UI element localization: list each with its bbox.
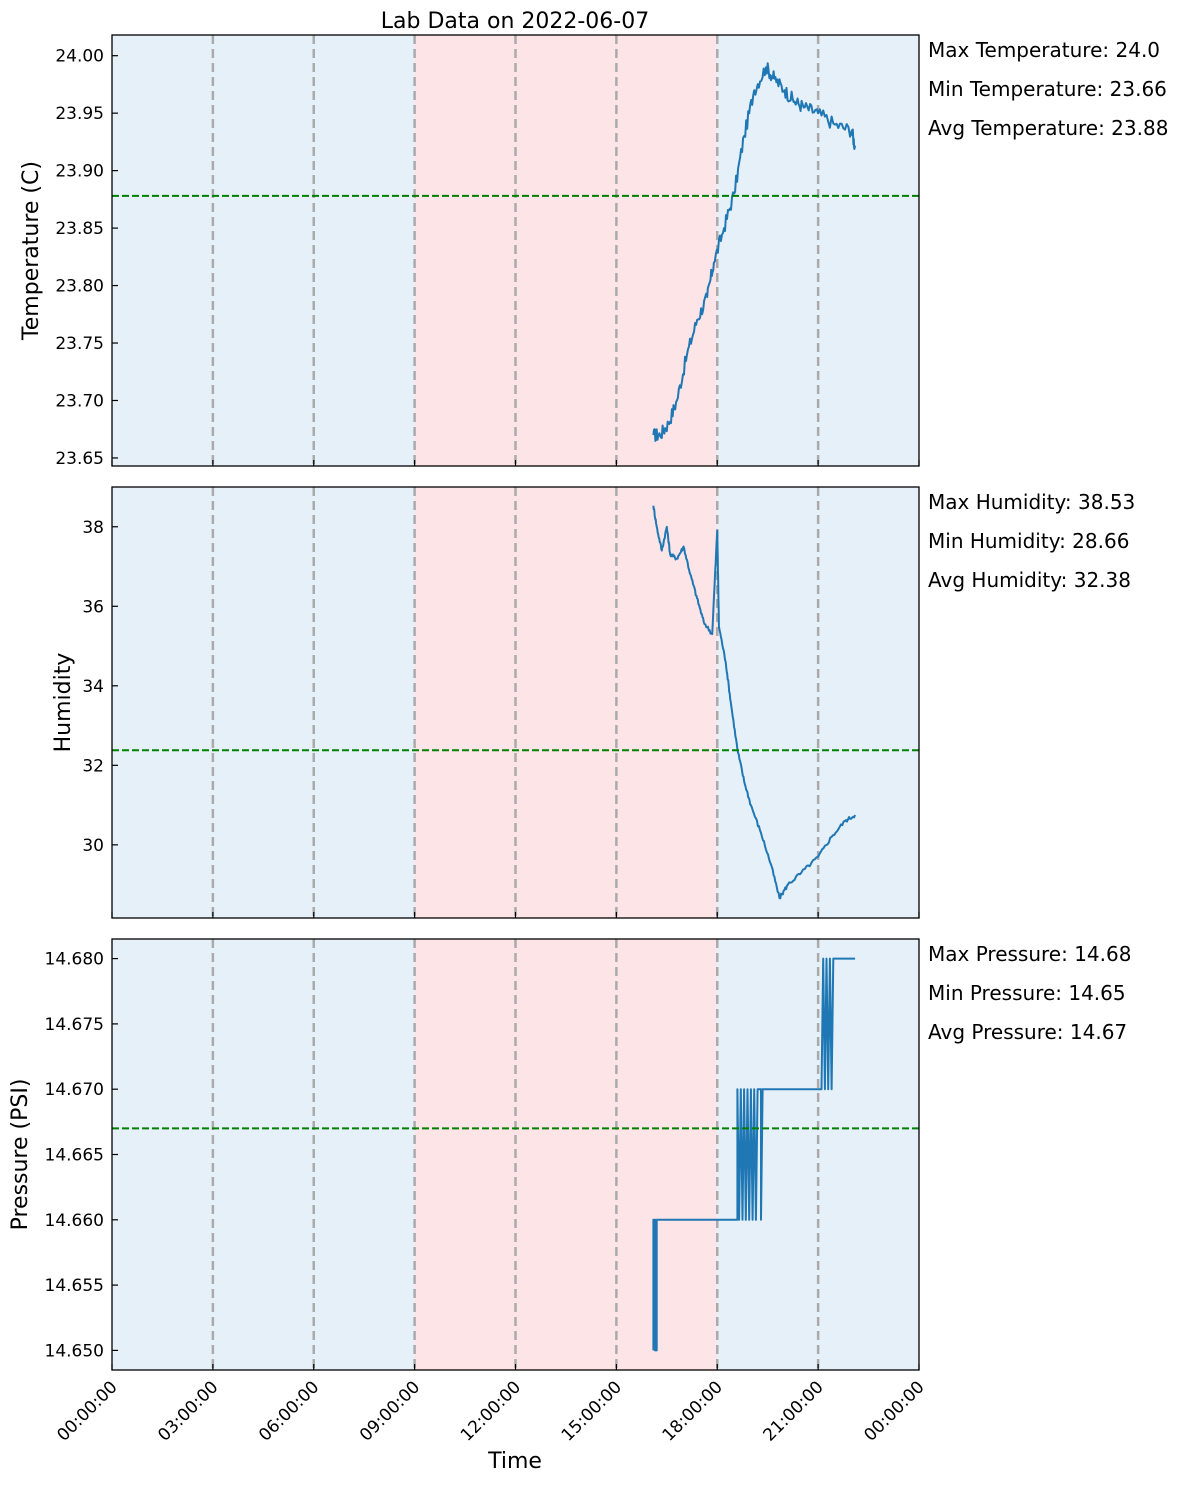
x-tick-label: 06:00:00: [255, 1377, 323, 1445]
stat-text: Min Pressure: 14.65: [928, 981, 1126, 1005]
shaded-band: [414, 939, 718, 1370]
y-tick-label: 14.660: [45, 1211, 104, 1231]
panel-2: 30 32 34 36 38 Humidity Max Humidity: 38.53 Min…: [51, 486, 1135, 919]
stat-text: Max Humidity: 38.53: [928, 490, 1135, 514]
y-axis-label: Humidity: [51, 653, 76, 753]
shaded-band: [414, 35, 718, 466]
data-series-line: [652, 505, 857, 900]
panels-layer: 23.65 23.70 23.75 23.80 23.85 23.90 23.95 24.00…: [8, 34, 1168, 1371]
x-axis-label: Time: [487, 1449, 542, 1474]
stat-text: Avg Humidity: 32.38: [928, 568, 1131, 592]
x-tick-label: 12:00:00: [457, 1377, 525, 1445]
shaded-band: [414, 487, 718, 918]
y-tick-label: 30: [82, 836, 104, 856]
stat-text: Max Pressure: 14.68: [928, 942, 1131, 966]
y-tick-label: 32: [82, 756, 104, 776]
y-tick-label: 23.90: [55, 162, 104, 182]
x-tick-label: 00:00:00: [860, 1377, 928, 1445]
x-tick-label: 18:00:00: [659, 1377, 727, 1445]
chart-title: Lab Data on 2022-06-07: [381, 9, 649, 34]
y-tick-label: 14.655: [45, 1276, 104, 1296]
y-tick-label: 14.675: [45, 1015, 104, 1035]
y-tick-label: 14.665: [45, 1146, 104, 1166]
data-series-line: [652, 957, 856, 1352]
y-axis-label: Temperature (C): [19, 161, 44, 341]
y-tick-label: 34: [82, 677, 104, 697]
stat-text: Avg Temperature: 23.88: [928, 116, 1168, 140]
panel-1: 23.65 23.70 23.75 23.80 23.85 23.90 23.95 24.00…: [19, 34, 1168, 469]
x-tick-label: 00:00:00: [53, 1377, 121, 1445]
y-tick-label: 23.95: [55, 104, 104, 124]
shaded-band: [112, 939, 415, 1370]
y-tick-label: 23.85: [55, 219, 104, 239]
y-tick-label: 14.670: [45, 1080, 104, 1100]
stat-text: Min Humidity: 28.66: [928, 529, 1129, 553]
y-tick-label: 24.00: [55, 47, 104, 67]
y-tick-label: 38: [82, 518, 104, 538]
y-tick-label: 14.650: [45, 1341, 104, 1361]
x-tick-label: 15:00:00: [558, 1377, 626, 1445]
data-series-line: [652, 62, 857, 442]
shaded-band: [112, 35, 415, 466]
panel-3: 14.650 14.655 14.660 14.665 14.670 14.675 14.6…: [8, 938, 1131, 1371]
y-tick-label: 23.70: [55, 391, 104, 411]
y-tick-label: 23.75: [55, 334, 104, 354]
stat-text: Min Temperature: 23.66: [928, 77, 1167, 101]
x-tick-labels: 00:00:00 03:00:00 06:00:00 09:00:00 12:00:00…: [53, 1377, 928, 1445]
stat-text: Avg Pressure: 14.67: [928, 1020, 1127, 1044]
stat-text: Max Temperature: 24.0: [928, 38, 1160, 62]
y-tick-label: 36: [82, 597, 104, 617]
y-tick-label: 23.65: [55, 449, 104, 469]
x-tick-label: 09:00:00: [356, 1377, 424, 1445]
x-tick-label: 03:00:00: [154, 1377, 222, 1445]
shaded-band: [112, 487, 415, 918]
x-tick-label: 21:00:00: [760, 1377, 828, 1445]
y-tick-label: 23.80: [55, 277, 104, 297]
y-axis-label: Pressure (PSI): [8, 1079, 33, 1231]
y-tick-label: 14.680: [45, 950, 104, 970]
